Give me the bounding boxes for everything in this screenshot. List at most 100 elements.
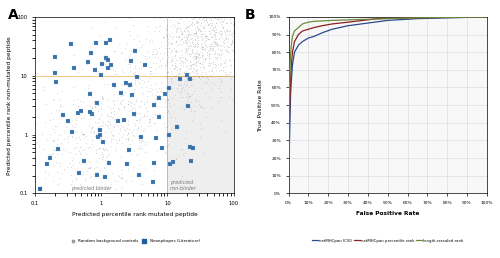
Point [68,135,76,139]
Point [228,70,235,74]
Point [160,104,168,108]
Point [35,144,43,148]
Point [152,60,160,64]
Point [158,65,166,69]
Point [230,18,237,22]
Point [86,166,94,170]
Point [32,101,40,105]
Point [212,15,220,19]
Point [140,100,148,104]
Point [194,15,202,19]
Point [214,15,222,19]
Point [222,73,230,77]
Point [212,15,220,19]
Point [87,127,95,131]
Point [160,51,168,55]
Point [174,35,182,39]
Point [148,105,156,109]
Point [192,57,200,61]
Point [205,74,213,78]
Point [90,166,98,171]
Point [80,132,88,136]
Point [216,37,224,42]
Point [192,19,200,23]
Point [228,86,235,91]
Point [182,57,190,61]
Point [173,86,181,91]
Point [230,37,237,41]
Point [72,84,80,88]
Point [223,50,231,54]
Point [191,15,199,19]
Point [230,75,237,79]
Point [230,28,237,32]
Point [91,105,99,109]
Point [143,98,151,102]
Point [225,74,233,78]
Point [230,23,237,27]
Point [118,119,126,124]
Point [118,50,126,54]
Point [140,167,148,171]
Point [208,68,216,72]
Point [225,72,233,76]
Point [153,90,161,94]
Point [208,15,216,19]
Point [145,54,153,59]
Point [216,15,224,19]
Point [138,99,145,103]
Point [216,83,224,87]
Point [206,44,214,48]
Point [198,15,206,19]
Point [199,45,207,50]
Point [192,54,200,59]
Point [186,15,194,19]
Point [228,76,235,80]
Point [230,45,237,49]
Point [53,91,61,95]
Point [226,20,234,24]
Point [120,107,128,111]
Legend: netMHCpan IC50, netMHCpan percentile rank, length-rescaled rank: netMHCpan IC50, netMHCpan percentile ran… [311,237,464,244]
Point [56,160,64,165]
Point [52,130,60,134]
Point [230,15,237,19]
Point [226,15,234,19]
Point [176,77,184,81]
Point [230,15,237,19]
Point [140,127,147,131]
Point [218,68,226,72]
Point [192,44,200,48]
Point [130,149,138,153]
Point [218,31,226,36]
Point [90,99,98,103]
Point [198,38,205,42]
Point [213,17,221,21]
Point [166,104,174,108]
Point [164,71,172,75]
Point [230,15,237,19]
Point [184,38,192,42]
Point [186,33,194,37]
Point [190,21,198,26]
Point [110,109,118,114]
Point [164,74,172,78]
Point [220,15,228,19]
Point [170,66,177,70]
Point [188,15,196,19]
Point [182,38,190,42]
Point [192,56,200,60]
Point [180,15,188,19]
Point [200,15,208,19]
Point [114,119,122,124]
Point [230,23,237,28]
Point [166,86,173,90]
Point [218,34,226,38]
Point [195,74,203,78]
Point [138,147,146,151]
Point [124,102,132,106]
Point [170,55,178,60]
Point [134,75,142,79]
Point [90,129,98,133]
Point [164,28,172,32]
